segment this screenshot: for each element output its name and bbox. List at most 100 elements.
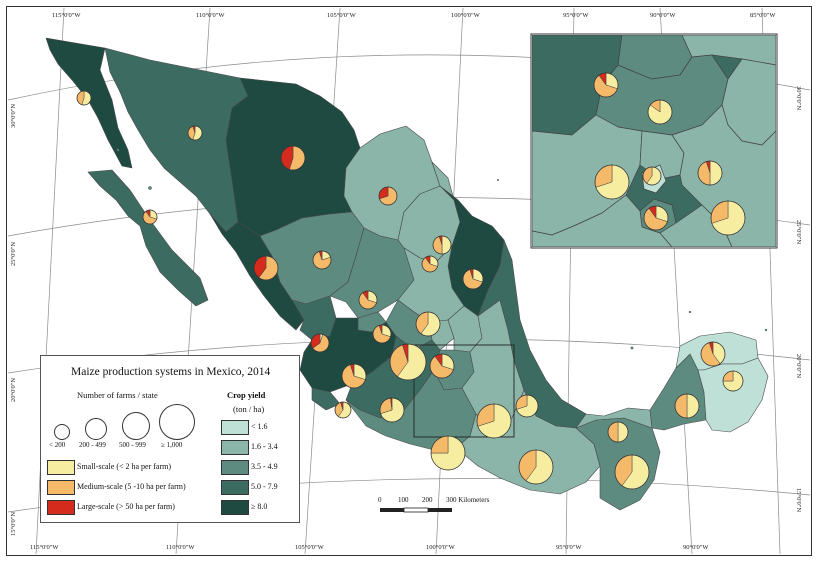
pie-outline bbox=[697, 160, 723, 186]
state-pie-23 bbox=[515, 394, 539, 418]
state-pie-14 bbox=[372, 324, 392, 344]
pie-outline bbox=[432, 235, 452, 255]
map-legend: Maize production systems in Mexico, 2014… bbox=[40, 355, 300, 523]
coord-top-6: 90°0'0"W bbox=[650, 12, 676, 19]
size-circle-small bbox=[54, 424, 70, 440]
region-zacatecas bbox=[329, 227, 421, 319]
coord-bottom-6: 90°0'0"W bbox=[683, 544, 709, 551]
inset-pie-1 bbox=[593, 72, 619, 98]
swatch-medium-scale bbox=[47, 480, 75, 495]
pie-outline bbox=[700, 341, 726, 367]
coord-left-3: 20°0'0"N bbox=[10, 377, 17, 402]
state-pie-19 bbox=[334, 401, 352, 419]
pie-outline bbox=[415, 311, 441, 337]
coord-bottom-4: 100°0'0"W bbox=[426, 544, 455, 551]
size-circle-large bbox=[122, 412, 150, 440]
inset-pie-2 bbox=[647, 99, 673, 125]
pie-outline bbox=[430, 435, 466, 471]
coord-left-1: 30°0'0"N bbox=[10, 103, 17, 128]
state-pie-1 bbox=[76, 90, 92, 106]
coord-bottom-2: 110°0'0"W bbox=[166, 544, 195, 551]
yield-swatch-2 bbox=[221, 440, 249, 455]
swatch-small-scale bbox=[47, 460, 75, 475]
coord-bottom-3: 105°0'0"W bbox=[295, 544, 324, 551]
state-pie-13 bbox=[415, 311, 441, 337]
size-label-medium: 200 - 499 bbox=[79, 441, 106, 449]
coord-top-4: 100°0'0"W bbox=[451, 12, 480, 19]
state-pie-4 bbox=[378, 186, 398, 206]
yield-swatch-1 bbox=[221, 420, 249, 435]
pie-outline bbox=[341, 363, 367, 389]
coord-top-5: 95°0'0"W bbox=[563, 12, 589, 19]
state-pie-3 bbox=[280, 145, 306, 171]
pie-outline bbox=[76, 90, 92, 106]
pie-outline bbox=[378, 186, 398, 206]
pie-outline bbox=[515, 394, 539, 418]
state-pie-20 bbox=[379, 397, 405, 423]
state-pie-25 bbox=[614, 454, 650, 490]
scale-bar-graphic bbox=[380, 507, 452, 513]
yield-swatch-3 bbox=[221, 460, 249, 475]
inset-pie-3 bbox=[697, 160, 723, 186]
pie-outline bbox=[674, 393, 700, 419]
pie-outline bbox=[334, 401, 352, 419]
yield-heading: Crop yield bbox=[227, 390, 266, 400]
scale-tick-300: 300 Kilometers bbox=[446, 496, 490, 504]
pie-outline bbox=[594, 164, 630, 200]
label-medium-scale: Medium-scale (5 -10 ha per farm) bbox=[77, 482, 186, 491]
map-frame bbox=[6, 6, 812, 556]
coord-top-3: 105°0'0"W bbox=[327, 12, 356, 19]
farms-heading: Number of farms / state bbox=[77, 390, 158, 400]
scale-tick-0: 0 bbox=[378, 496, 382, 504]
pie-outline bbox=[722, 370, 744, 392]
inset-locator bbox=[413, 344, 515, 438]
coord-left-2: 25°0'0"N bbox=[10, 241, 17, 266]
inset-map bbox=[530, 33, 778, 249]
coord-right-3: 20°0'0"N bbox=[795, 354, 802, 379]
size-label-xlarge: ≥ 1,000 bbox=[161, 441, 183, 449]
state-pie-9 bbox=[312, 250, 332, 270]
pie-outline bbox=[142, 209, 158, 225]
coord-bottom-1: 115°0'0"W bbox=[30, 544, 59, 551]
pie-outline bbox=[614, 454, 650, 490]
state-pie-15 bbox=[310, 333, 330, 353]
label-small-scale: Small-scale (< 2 ha per farm) bbox=[77, 462, 172, 471]
yield-units: (ton / ha) bbox=[233, 404, 265, 414]
region-baja-california-sur bbox=[87, 169, 209, 307]
coord-bottom-5: 95°0'0"W bbox=[556, 544, 582, 551]
coord-right-4: 15°0'0"N bbox=[795, 488, 802, 513]
pie-outline bbox=[647, 99, 673, 125]
size-label-small: < 200 bbox=[49, 441, 66, 449]
region-colima bbox=[311, 387, 341, 411]
pie-outline bbox=[518, 449, 554, 485]
yield-label-1: < 1.6 bbox=[251, 422, 268, 431]
state-pie-11 bbox=[358, 290, 378, 310]
pie-outline bbox=[358, 290, 378, 310]
coord-right-2: 25°0'0"N bbox=[795, 220, 802, 245]
pie-outline bbox=[372, 324, 392, 344]
label-large-scale: Large-scale (> 50 ha per farm) bbox=[77, 502, 175, 511]
state-pie-29 bbox=[722, 370, 744, 392]
scale-tick-200: 200 bbox=[422, 496, 433, 504]
pie-outline bbox=[310, 333, 330, 353]
pie-outline bbox=[462, 268, 484, 290]
yield-label-4: 5.0 - 7.9 bbox=[251, 482, 278, 491]
state-pie-17 bbox=[389, 343, 427, 381]
state-pies bbox=[76, 90, 744, 490]
inset-pie-7 bbox=[643, 205, 669, 231]
state-pie-26 bbox=[607, 421, 629, 443]
pie-outline bbox=[389, 343, 427, 381]
legend-title: Maize production systems in Mexico, 2014 bbox=[71, 366, 271, 378]
size-circle-xlarge bbox=[159, 404, 195, 440]
inset-pie-4 bbox=[642, 166, 662, 186]
region-baja-california bbox=[45, 37, 133, 169]
state-pie-24 bbox=[518, 449, 554, 485]
pie-outline bbox=[710, 200, 746, 236]
pie-outline bbox=[476, 403, 512, 439]
state-pie-16 bbox=[341, 363, 367, 389]
pie-outline bbox=[187, 125, 203, 141]
state-pie-27 bbox=[674, 393, 700, 419]
pie-outline bbox=[593, 72, 619, 98]
state-pie-18 bbox=[429, 353, 455, 379]
yield-label-2: 1.6 - 3.4 bbox=[251, 442, 278, 451]
